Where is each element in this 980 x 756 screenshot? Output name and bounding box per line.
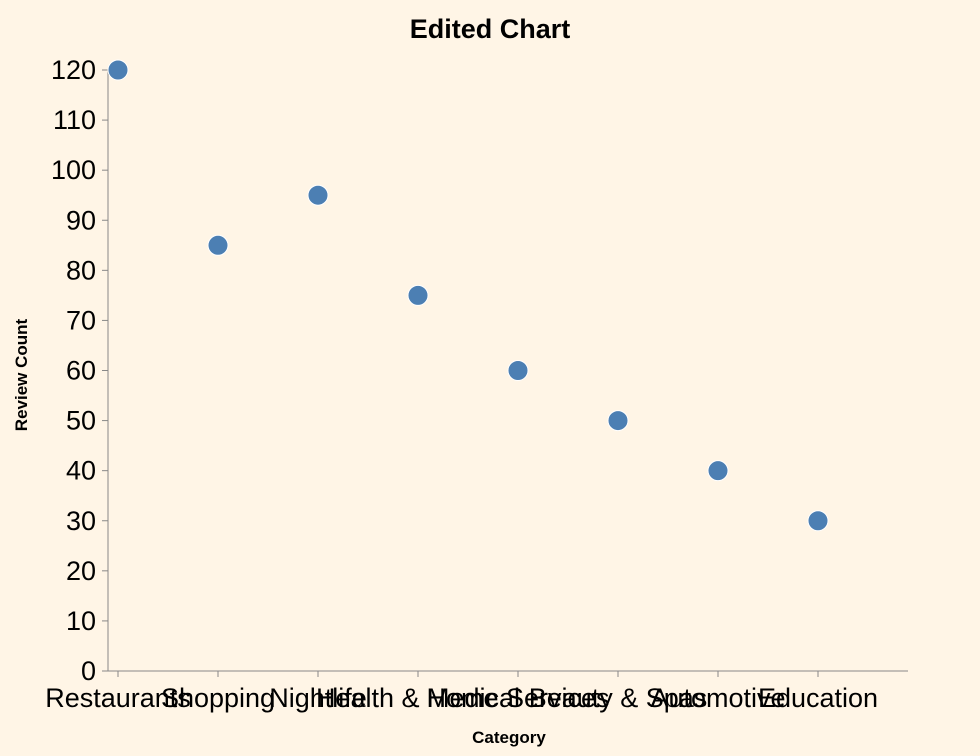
x-axis-title: Category (472, 728, 546, 747)
y-tick-label: 20 (66, 556, 96, 586)
data-point (707, 460, 729, 482)
data-point (407, 284, 429, 306)
x-tick-label: Health & Medical (316, 683, 520, 713)
y-tick-label: 0 (81, 656, 96, 686)
y-tick-label: 100 (51, 155, 96, 185)
y-tick-label: 70 (66, 305, 96, 335)
x-tick-label: Shopping (161, 683, 275, 713)
x-tick-label: Restaurants (45, 683, 191, 713)
y-axis-title: Review Count (12, 318, 31, 431)
data-point (107, 59, 129, 81)
data-point (307, 184, 329, 206)
data-point (807, 510, 829, 532)
y-tick-label: 10 (66, 606, 96, 636)
y-tick-label: 50 (66, 406, 96, 436)
data-point (207, 234, 229, 256)
y-tick-label: 40 (66, 456, 96, 486)
y-tick-label: 30 (66, 506, 96, 536)
y-tick-label: 60 (66, 356, 96, 386)
x-tick-label: Home Services (426, 683, 609, 713)
x-tick-label: Nightlife (269, 683, 367, 713)
y-axis: 0 10 20 30 40 50 60 70 80 90 100 110 120 (51, 55, 109, 686)
y-tick-label: 120 (51, 55, 96, 85)
x-tick-label: Automotive (650, 683, 785, 713)
data-point (607, 410, 629, 432)
y-tick-label: 90 (66, 205, 96, 235)
data-points (107, 59, 829, 532)
x-tick-label: Beauty & Spas (529, 683, 708, 713)
chart-title: Edited Chart (410, 14, 571, 44)
data-point (507, 360, 529, 381)
y-tick-label: 110 (53, 105, 96, 135)
y-tick-label: 80 (66, 255, 96, 285)
x-tick-label: Education (758, 683, 878, 713)
